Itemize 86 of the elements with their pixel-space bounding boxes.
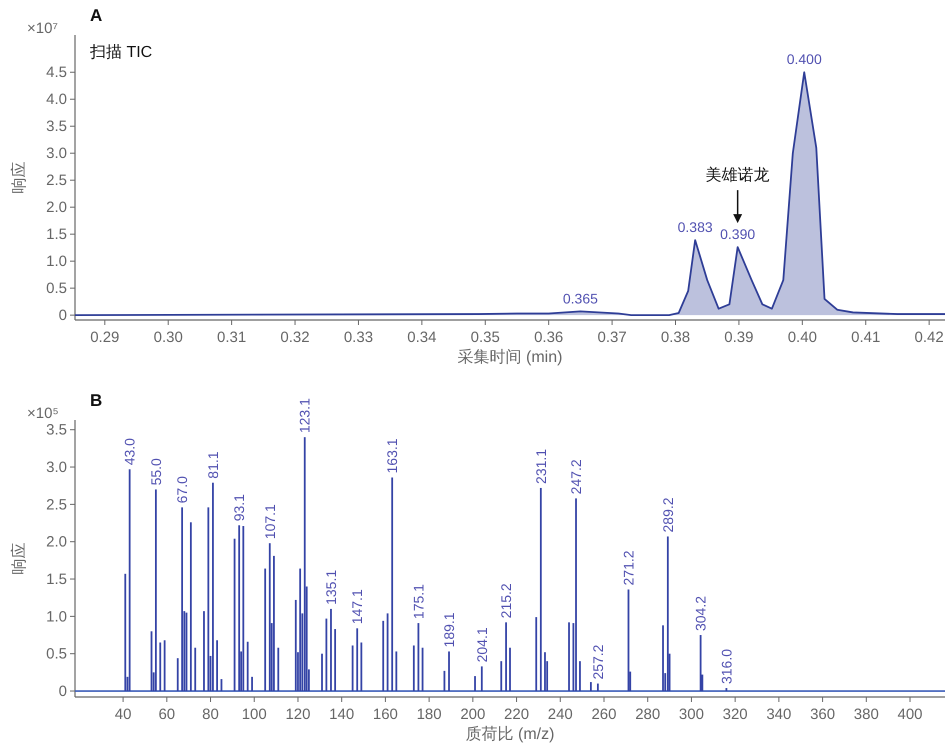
x-tick-label: 380 xyxy=(854,706,879,723)
x-tick-label: 0.41 xyxy=(851,329,880,346)
x-tick-label: 260 xyxy=(591,706,617,723)
x-axis-title: 质荷比 (m/z) xyxy=(466,725,554,743)
annotation: 189.1 xyxy=(441,612,458,648)
y-tick-label: 2.5 xyxy=(46,172,67,190)
x-tick-label: 120 xyxy=(285,706,310,723)
annotation: 316.0 xyxy=(718,648,734,684)
annotation: 135.1 xyxy=(322,570,339,605)
x-tick-label: 360 xyxy=(810,706,836,723)
y-tick-label: 4.0 xyxy=(46,91,67,108)
x-tick-label: 0.29 xyxy=(90,329,120,346)
x-tick-label: 180 xyxy=(416,706,442,723)
x-tick-label: 0.38 xyxy=(660,329,690,346)
annotation: 67.0 xyxy=(174,476,190,504)
annotation: 247.2 xyxy=(568,459,584,494)
y-tick-label: 4.5 xyxy=(46,64,67,82)
y-tick-label: 0 xyxy=(58,307,67,324)
x-tick-label: 0.33 xyxy=(344,329,374,346)
x-tick-label: 0.42 xyxy=(914,329,944,346)
annotation: 107.1 xyxy=(262,504,278,540)
annotation: 204.1 xyxy=(474,627,490,662)
y-tick-label: 3.0 xyxy=(46,459,67,476)
annotation: 93.1 xyxy=(231,494,248,522)
x-tick-label: 60 xyxy=(158,706,176,723)
x-tick-label: 140 xyxy=(329,706,354,723)
annotation: 43.0 xyxy=(122,438,138,466)
x-tick-label: 160 xyxy=(372,706,398,723)
annotation: 163.1 xyxy=(384,438,400,474)
annotation: 289.2 xyxy=(660,497,676,532)
y-tick-label: 1.5 xyxy=(46,571,67,588)
x-tick-label: 0.36 xyxy=(534,329,564,346)
y-tick-label: 3.5 xyxy=(46,118,67,136)
annotation: 231.1 xyxy=(532,448,549,484)
annotation: 扫描 TIC xyxy=(89,44,152,61)
annotation: 147.1 xyxy=(349,589,366,624)
annotation: 0.365 xyxy=(562,290,598,306)
annotation: 257.2 xyxy=(590,644,606,680)
annotation: 175.1 xyxy=(410,584,426,620)
annotation: 美雄诺龙 xyxy=(706,166,770,184)
y-tick-label: 2.0 xyxy=(46,534,67,551)
y-tick-label: 0.5 xyxy=(46,646,67,663)
x-tick-label: 0.32 xyxy=(280,329,310,346)
x-tick-label: 400 xyxy=(898,706,923,723)
x-axis-title: 采集时间 (min) xyxy=(458,348,562,366)
x-tick-label: 0.30 xyxy=(154,329,183,346)
y-tick-label: 1.0 xyxy=(46,253,67,270)
x-tick-label: 100 xyxy=(242,706,267,723)
x-tick-label: 0.37 xyxy=(597,329,627,346)
annotation: 215.2 xyxy=(498,583,514,618)
y-tick-label: 1.5 xyxy=(46,226,67,244)
x-tick-label: 0.34 xyxy=(407,329,436,346)
text: ×10⁷ xyxy=(27,20,58,37)
annotation: 55.0 xyxy=(148,458,164,486)
x-tick-label: 0.31 xyxy=(217,329,246,346)
x-tick-label: 320 xyxy=(722,706,748,723)
x-tick-label: 0.35 xyxy=(470,329,500,346)
x-tick-label: 200 xyxy=(460,706,486,723)
y-tick-label: 0 xyxy=(58,683,67,700)
y-tick-label: 0.5 xyxy=(46,280,67,298)
y-tick-label: 3.5 xyxy=(46,422,67,439)
annotation: 81.1 xyxy=(204,451,221,479)
x-tick-label: 220 xyxy=(504,706,530,723)
chart-title: A xyxy=(90,6,102,25)
y-axis-title: 响应 xyxy=(10,542,28,574)
annotation: 304.2 xyxy=(692,596,709,632)
text: ×10⁵ xyxy=(27,405,59,422)
y-tick-label: 2.0 xyxy=(46,199,67,216)
y-axis-title: 响应 xyxy=(10,162,28,194)
x-tick-label: 340 xyxy=(766,706,792,723)
x-tick-label: 80 xyxy=(202,706,219,723)
x-tick-label: 40 xyxy=(114,706,132,723)
y-tick-label: 2.5 xyxy=(46,496,67,514)
x-tick-label: 240 xyxy=(548,706,573,723)
annotation: 271.2 xyxy=(620,550,636,586)
annotation: 0.390 xyxy=(720,226,756,242)
x-tick-label: 300 xyxy=(678,706,704,723)
y-tick-label: 3.0 xyxy=(46,145,67,162)
annotation: 0.400 xyxy=(786,51,822,68)
x-tick-label: 280 xyxy=(635,706,660,723)
x-tick-label: 0.40 xyxy=(788,329,817,346)
x-tick-label: 0.39 xyxy=(724,329,754,346)
annotation: 0.383 xyxy=(678,219,713,236)
annotation: 123.1 xyxy=(296,398,313,434)
chart-title: B xyxy=(90,391,102,410)
y-tick-label: 1.0 xyxy=(46,608,67,626)
